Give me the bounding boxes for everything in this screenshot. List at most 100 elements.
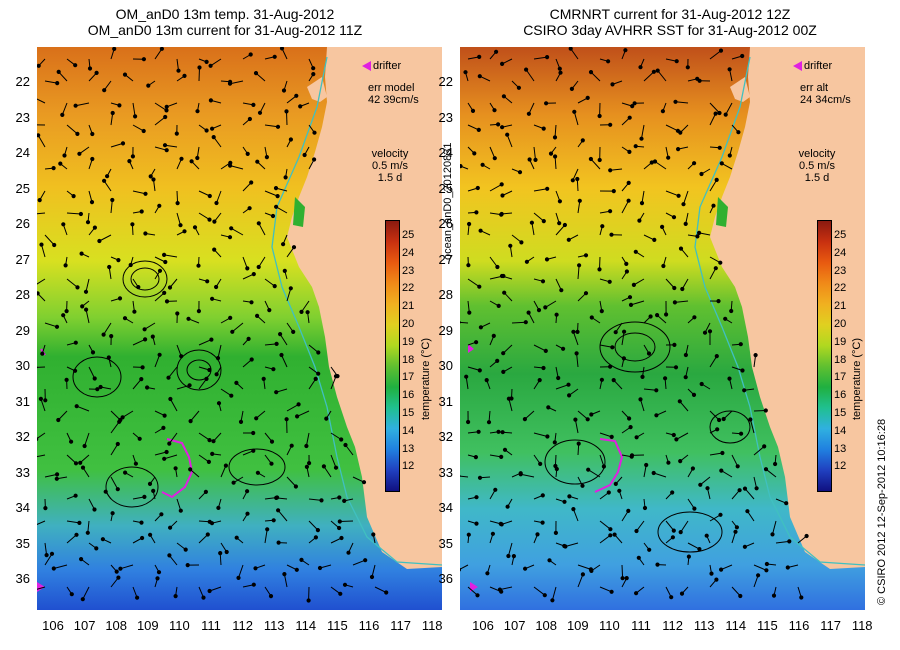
current-vector-head xyxy=(702,330,708,335)
current-vector-head xyxy=(251,582,256,587)
current-vector-head xyxy=(763,408,768,413)
colorbar-tick-label: 12 xyxy=(834,460,847,473)
current-vector-head xyxy=(275,194,280,199)
current-vector-head xyxy=(51,566,56,571)
current-vector xyxy=(533,344,547,352)
current-vector-head xyxy=(501,351,506,356)
left-err-label: err model xyxy=(368,82,415,94)
current-vector xyxy=(749,419,755,434)
current-vector-head xyxy=(109,334,114,339)
current-vector-head xyxy=(634,591,639,596)
current-vector-head xyxy=(127,159,132,164)
current-vector-head xyxy=(203,489,208,494)
current-vector-head xyxy=(162,290,167,295)
current-vector-head xyxy=(55,81,60,86)
current-vector-head xyxy=(256,221,261,226)
current-vector-head xyxy=(139,520,144,525)
current-vector-head xyxy=(610,345,615,350)
current-vector-head xyxy=(634,435,639,440)
current-vector-head xyxy=(247,116,252,122)
current-vector-head xyxy=(207,193,212,199)
right-velocity-time: 1.5 d xyxy=(804,172,830,184)
current-vector-head xyxy=(723,112,728,117)
current-vector-head xyxy=(157,268,163,273)
current-vector xyxy=(37,98,46,104)
axis-tick-label: 27 xyxy=(15,251,30,267)
axis-tick-label: 33 xyxy=(438,464,453,480)
current-vector-head xyxy=(75,131,80,137)
right-drifter-label: drifter xyxy=(804,60,833,72)
current-vector-head xyxy=(192,225,198,230)
left-drifter-label: drifter xyxy=(373,60,402,72)
current-vector xyxy=(709,113,717,126)
current-vector-head xyxy=(249,180,254,185)
current-vector-head xyxy=(511,554,517,559)
current-vector-head xyxy=(102,88,107,93)
current-vector-head xyxy=(117,419,122,424)
current-vector-head xyxy=(648,314,653,319)
current-vector-head xyxy=(229,393,234,398)
right-title-line1: CMRNRT current for 31-Aug-2012 12Z xyxy=(549,6,791,22)
current-vector-head xyxy=(715,427,720,432)
colorbar-tick-label: 25 xyxy=(834,229,847,241)
current-vector xyxy=(264,124,279,128)
current-vector-head xyxy=(162,456,167,461)
current-vector xyxy=(683,190,689,205)
current-vector xyxy=(264,529,268,544)
current-vector-head xyxy=(206,459,211,464)
current-vector-head xyxy=(580,483,585,488)
current-vector-head xyxy=(304,464,309,469)
current-vector-head xyxy=(338,591,343,596)
left-map xyxy=(37,47,442,610)
current-vector-head xyxy=(548,151,554,156)
current-vector-head xyxy=(464,374,469,379)
current-vector-head xyxy=(460,567,462,572)
current-vector-head xyxy=(44,553,49,558)
current-vector-head xyxy=(51,166,56,171)
axis-tick-label: 33 xyxy=(15,464,30,480)
current-vector xyxy=(574,419,579,434)
current-vector-head xyxy=(585,417,590,422)
current-vector-head xyxy=(101,332,106,337)
current-vector-head xyxy=(626,198,631,203)
current-vector-head xyxy=(61,222,66,227)
current-vector-head xyxy=(369,574,375,580)
current-vector-head xyxy=(557,199,563,204)
current-vector xyxy=(665,124,679,132)
current-vector-head xyxy=(651,470,656,476)
current-vector xyxy=(305,432,310,447)
current-vector xyxy=(230,227,244,236)
current-vector-head xyxy=(569,86,575,92)
current-vector-head xyxy=(674,59,679,64)
colorbar-tick-label: 13 xyxy=(834,442,847,455)
current-vector-head xyxy=(630,104,635,109)
current-vector-head xyxy=(279,352,284,358)
current-vector-head xyxy=(211,135,216,140)
current-vector-head xyxy=(210,296,215,301)
current-vector-head xyxy=(207,588,212,594)
current-vector-head xyxy=(210,126,215,131)
current-vector-head xyxy=(544,257,550,262)
axis-tick-label: 28 xyxy=(15,287,30,302)
right-colorbar-title: temperature (°C) xyxy=(851,337,863,420)
current-vector-head xyxy=(107,264,112,270)
current-vector-head xyxy=(536,308,542,313)
current-vector-head xyxy=(251,430,256,436)
current-vector-head xyxy=(136,285,141,290)
current-vector-head xyxy=(317,565,323,571)
current-vector-head xyxy=(571,507,576,512)
current-vector-head xyxy=(496,303,501,308)
left-title-line2: OM_anD0 13m current for 31-Aug-2012 11Z xyxy=(87,22,363,38)
current-vector xyxy=(75,102,90,107)
current-vector-head xyxy=(683,221,688,226)
current-vector xyxy=(132,338,146,346)
current-vector-head xyxy=(713,111,718,116)
left-title-line1: OM_anD0 13m temp. 31-Aug-2012 xyxy=(115,6,335,22)
current-vector-head xyxy=(215,356,221,361)
current-vector-head xyxy=(716,299,721,304)
current-vector-head xyxy=(655,562,660,567)
current-vector-head xyxy=(547,558,552,563)
current-vector-head xyxy=(636,555,641,560)
current-vector-head xyxy=(647,547,652,552)
current-vector-head xyxy=(574,351,579,356)
